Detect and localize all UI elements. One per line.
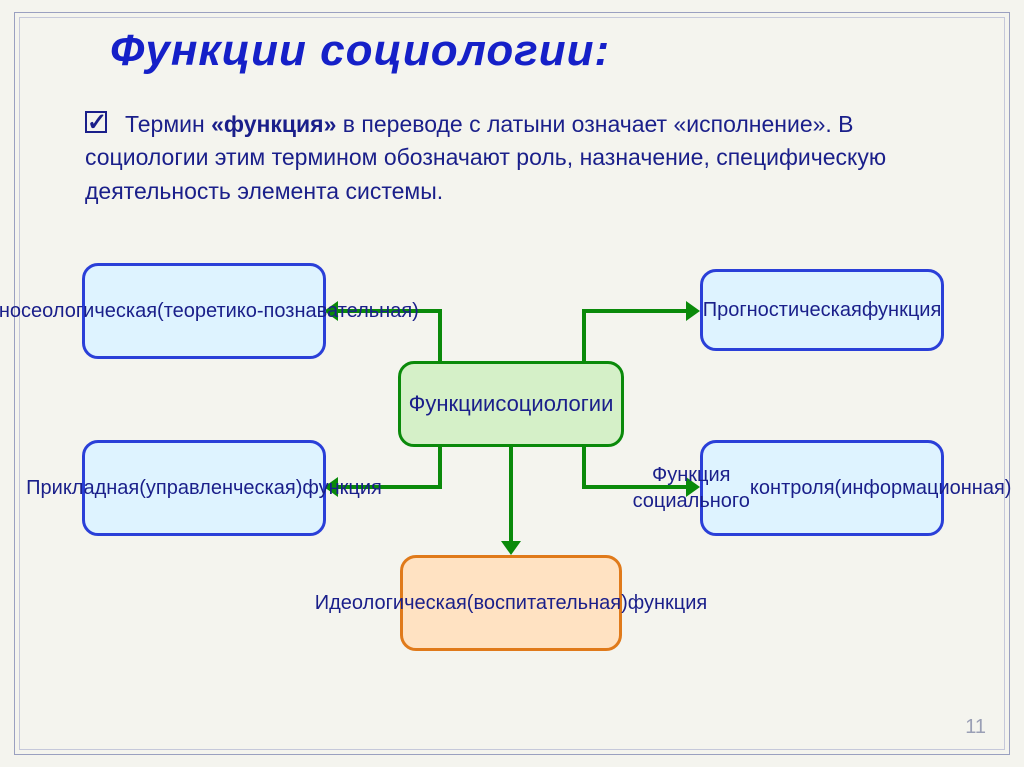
title-text: Функции социологии: <box>110 26 610 75</box>
arrow-n1-v <box>438 309 442 363</box>
arrow-n4-v <box>582 445 586 489</box>
intro-paragraph: Термин «функция» в переводе с латыни озн… <box>85 108 895 208</box>
node-gnoseological: Гносеологическая(теоретико-познавательна… <box>82 263 326 359</box>
arrow-n2-head <box>686 301 700 321</box>
node-applied: Прикладная(управленческая)функция <box>82 440 326 536</box>
slide-title: Функции социологии: <box>110 26 610 76</box>
arrow-n5-head <box>501 541 521 555</box>
intro-bold: «функция» <box>211 111 336 137</box>
page-number: 11 <box>965 716 986 739</box>
arrow-n5-v <box>509 445 513 543</box>
arrow-n2-v <box>582 309 586 363</box>
node-center: Функциисоциологии <box>398 361 624 447</box>
checkbox-icon <box>85 111 107 133</box>
node-prognostic: Прогностическаяфункция <box>700 269 944 351</box>
node-social-control: Функция социальногоконтроля(информационн… <box>700 440 944 536</box>
arrow-n3-v <box>438 445 442 489</box>
node-ideological: Идеологическая(воспитательная)функция <box>400 555 622 651</box>
intro-t1: Термин <box>125 111 211 137</box>
intro-text: Термин «функция» в переводе с латыни озн… <box>85 108 895 208</box>
diagram: Функциисоциологии Гносеологическая(теоре… <box>0 255 1024 685</box>
arrow-n2-h <box>582 309 688 313</box>
